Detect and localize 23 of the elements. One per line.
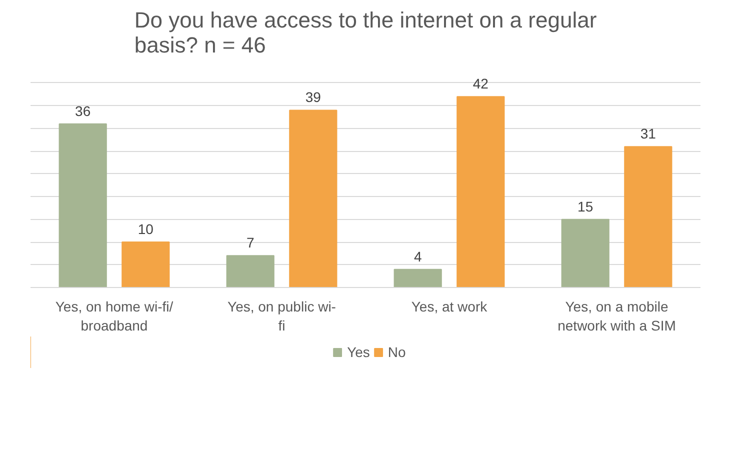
x-tick-label: Yes, on a mobile network with a SIM <box>558 298 676 334</box>
bar <box>226 255 274 288</box>
data-label: 15 <box>578 198 594 214</box>
bar <box>624 146 672 288</box>
data-label: 4 <box>414 248 422 264</box>
data-label: 42 <box>472 76 489 92</box>
chart-title: Do you have access to the internet on a regular basis? n = 46 <box>134 8 597 58</box>
bar <box>456 96 505 288</box>
x-tick-label: Yes, on public wi-fi <box>228 298 336 334</box>
data-label: 31 <box>640 126 656 142</box>
x-tick-label: Yes, at work <box>411 298 488 314</box>
bar <box>289 110 338 288</box>
data-label: 39 <box>305 89 322 106</box>
data-label: 36 <box>75 102 91 119</box>
bar <box>122 242 170 288</box>
data-label: 10 <box>138 221 154 238</box>
legend-label: Yes <box>347 344 370 360</box>
bar <box>58 123 107 288</box>
x-tick-label: Yes, on home wi-fi/ broadband <box>55 298 174 334</box>
data-label: 7 <box>246 234 254 251</box>
bar <box>561 218 610 288</box>
legend-label: No <box>388 344 407 360</box>
bar <box>394 268 442 288</box>
